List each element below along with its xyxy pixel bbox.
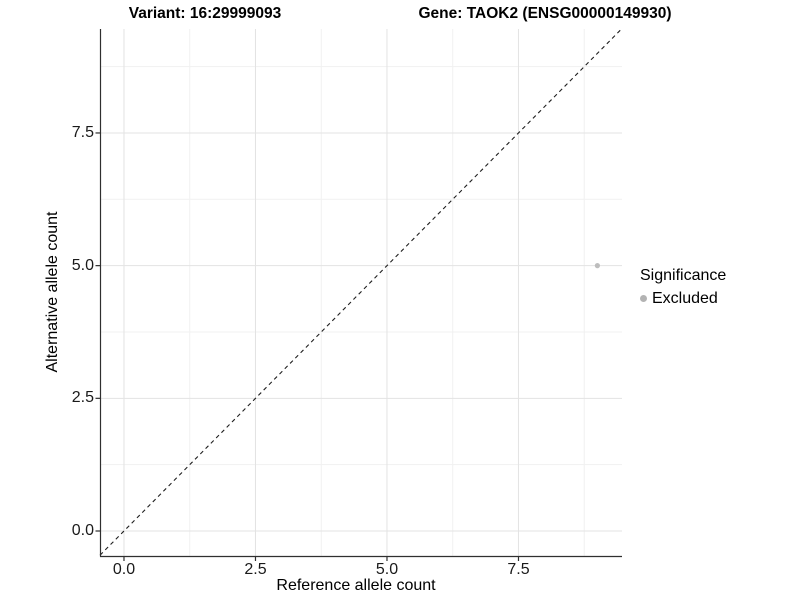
y-tick-label: 7.5 bbox=[71, 123, 94, 141]
y-tick-label: 0.0 bbox=[71, 522, 94, 539]
x-tick-label: 0.0 bbox=[112, 561, 136, 578]
x-tick-label: 2.5 bbox=[244, 561, 267, 578]
y-axis-title: Alternative allele count bbox=[44, 211, 61, 373]
data-point bbox=[594, 263, 600, 269]
scatter-plot-panel bbox=[95, 28, 622, 561]
legend: Significance Excluded bbox=[640, 266, 796, 308]
legend-entry-excluded: Excluded bbox=[640, 289, 796, 308]
y-tick-label: 5.0 bbox=[71, 256, 94, 274]
x-tick-label: 7.5 bbox=[507, 561, 530, 578]
x-axis-title: Reference allele count bbox=[276, 577, 436, 594]
identity-dashed-line bbox=[99, 28, 622, 556]
variant-title: Variant: 16:29999093 bbox=[128, 5, 282, 22]
legend-entry-label: Excluded bbox=[652, 290, 718, 307]
legend-title: Significance bbox=[640, 267, 727, 284]
gene-title: Gene: TAOK2 (ENSG00000149930) bbox=[418, 5, 672, 22]
excluded-dot-icon bbox=[640, 295, 647, 302]
y-tick-label: 2.5 bbox=[71, 389, 94, 407]
x-tick-label: 5.0 bbox=[375, 561, 399, 578]
